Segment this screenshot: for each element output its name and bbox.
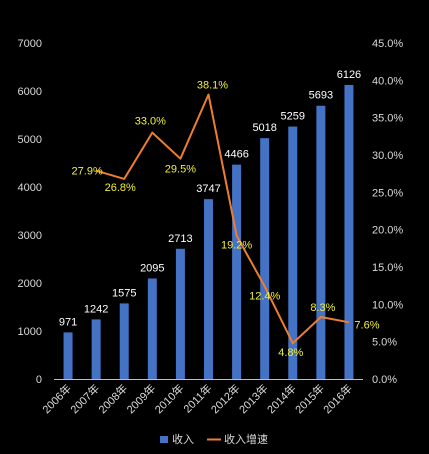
x-tick-label: 2013年 bbox=[236, 381, 271, 416]
left-y-tick-label: 6000 bbox=[18, 86, 42, 98]
growth-line bbox=[95, 93, 350, 345]
bar bbox=[147, 278, 157, 379]
left-y-tick-label: 5000 bbox=[18, 134, 42, 146]
x-tick-label: 2008年 bbox=[95, 381, 130, 416]
growth-value-label: 12.4% bbox=[249, 290, 280, 302]
x-tick-label: 2015年 bbox=[292, 381, 327, 416]
bar bbox=[288, 126, 298, 380]
growth-value-label: 33.0% bbox=[135, 116, 166, 128]
right-y-tick-label: 10.0% bbox=[372, 299, 403, 311]
legend: 收入 收入增速 bbox=[160, 432, 268, 446]
growth-value-label: 27.9% bbox=[72, 166, 103, 178]
bar-value-label: 2713 bbox=[168, 233, 192, 245]
bar bbox=[344, 84, 354, 380]
right-y-tick-label: 15.0% bbox=[372, 262, 403, 274]
legend-label-growth: 收入增速 bbox=[224, 432, 268, 446]
legend-swatch-revenue bbox=[160, 436, 168, 443]
bar bbox=[316, 105, 326, 380]
growth-line-series bbox=[95, 93, 350, 345]
right-y-tick-label: 45.0% bbox=[372, 38, 403, 50]
right-y-tick-label: 20.0% bbox=[372, 225, 403, 237]
right-y-tick-label: 25.0% bbox=[372, 187, 403, 199]
x-tick-label: 2010年 bbox=[152, 381, 187, 416]
bar-value-labels: 971 1242 1575 2095 2713 3747 4466 5018 5259 5693 6… bbox=[59, 69, 361, 328]
bar-value-label: 3747 bbox=[196, 183, 220, 195]
bar-value-label: 6126 bbox=[337, 69, 361, 81]
growth-value-label: 38.1% bbox=[197, 80, 228, 92]
bar bbox=[175, 248, 185, 379]
bar bbox=[260, 138, 270, 379]
x-tick-label: 2012年 bbox=[208, 381, 243, 416]
right-y-tick-label: 35.0% bbox=[372, 113, 403, 125]
x-tick-label: 2011年 bbox=[180, 381, 214, 415]
x-tick-label: 2014年 bbox=[264, 381, 299, 416]
x-tick-label: 2007年 bbox=[67, 381, 102, 416]
bar bbox=[63, 332, 73, 379]
growth-value-label: 8.3% bbox=[310, 302, 335, 314]
bar-value-label: 1242 bbox=[84, 303, 108, 315]
x-tick-label: 2016年 bbox=[320, 381, 355, 416]
left-y-tick-label: 1000 bbox=[18, 326, 42, 338]
legend-label-revenue: 收入 bbox=[172, 432, 194, 446]
right-y-tick-label: 40.0% bbox=[372, 75, 403, 87]
growth-value-label: 19.2% bbox=[221, 240, 252, 252]
left-y-tick-label: 2000 bbox=[18, 278, 42, 290]
right-y-axis: 0.0% 5.0% 10.0% 15.0% 20.0% 25.0% 30.0% 35.0% 40… bbox=[372, 38, 403, 386]
bar-value-label: 4466 bbox=[224, 149, 248, 161]
bar bbox=[91, 319, 101, 379]
bar bbox=[119, 303, 129, 379]
bar-series bbox=[63, 84, 354, 380]
bar-value-label: 1575 bbox=[112, 287, 136, 299]
growth-value-label: 7.6% bbox=[354, 319, 379, 331]
right-y-tick-label: 30.0% bbox=[372, 150, 403, 162]
x-tick-label: 2006年 bbox=[39, 381, 74, 416]
growth-value-label: 4.8% bbox=[278, 347, 303, 359]
bar bbox=[232, 164, 242, 379]
left-y-tick-label: 3000 bbox=[18, 230, 42, 242]
right-y-tick-label: 0.0% bbox=[372, 374, 397, 386]
growth-value-label: 26.8% bbox=[105, 182, 136, 194]
left-y-axis: 0 1000 2000 3000 4000 5000 6000 7000 bbox=[18, 38, 42, 386]
left-y-tick-label: 0 bbox=[36, 374, 42, 386]
right-y-tick-label: 5.0% bbox=[372, 337, 397, 349]
left-y-tick-label: 4000 bbox=[18, 182, 42, 194]
bar-value-label: 5018 bbox=[252, 122, 276, 134]
growth-value-labels: 27.9%26.8% 33.0% 29.5% 38.1% 19.2% 12.4% 4.8% 8… bbox=[72, 80, 380, 360]
bar-value-label: 971 bbox=[59, 316, 77, 328]
bar-value-label: 5693 bbox=[309, 90, 333, 102]
bar-value-label: 5259 bbox=[281, 111, 305, 123]
bar bbox=[204, 199, 213, 379]
bar-value-label: 2095 bbox=[140, 262, 164, 274]
x-axis: 2006年2007年2008年2009年2010年2011年2012年2013年… bbox=[39, 379, 363, 416]
left-y-tick-label: 7000 bbox=[18, 38, 42, 50]
growth-value-label: 29.5% bbox=[165, 164, 196, 176]
x-tick-label: 2009年 bbox=[123, 381, 158, 416]
